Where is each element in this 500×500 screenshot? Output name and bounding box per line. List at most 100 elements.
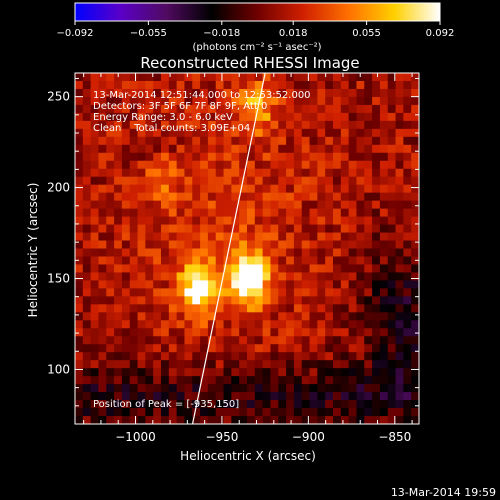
heatmap-cell: [161, 216, 170, 226]
heatmap-cell: [278, 176, 287, 186]
heatmap-cell: [215, 280, 225, 289]
heatmap-cell: [223, 416, 232, 424]
heatmap-cell: [387, 128, 397, 138]
heatmap-cell: [262, 272, 272, 282]
heatmap-cell: [403, 320, 412, 329]
heatmap-cell: [75, 216, 84, 226]
heatmap-cell: [340, 192, 350, 202]
heatmap-cell: [98, 376, 107, 385]
heatmap-cell: [309, 216, 318, 226]
heatmap-cell: [239, 216, 248, 226]
heatmap-cell: [129, 73, 139, 82]
heatmap-cell: [309, 288, 318, 297]
heatmap-cell: [278, 240, 287, 250]
heatmap-cell: [106, 304, 115, 313]
heatmap-cell: [82, 400, 92, 409]
heatmap-cell: [200, 368, 209, 377]
heatmap-cell: [325, 280, 334, 289]
heatmap-cell: [200, 73, 209, 82]
heatmap-cell: [254, 224, 264, 234]
heatmap-cell: [286, 296, 295, 305]
heatmap-cell: [90, 184, 100, 194]
heatmap-cell: [215, 392, 225, 401]
heatmap-cell: [309, 240, 318, 250]
heatmap-cell: [200, 176, 209, 186]
heatmap-cell: [161, 408, 170, 417]
heatmap-cell: [395, 224, 404, 234]
heatmap-cell: [207, 176, 217, 186]
heatmap-cell: [247, 168, 256, 178]
heatmap-cell: [364, 73, 373, 82]
heatmap-cell: [372, 352, 381, 361]
heatmap-cell: [114, 344, 123, 353]
heatmap-cell: [200, 104, 209, 114]
heatmap-cell: [200, 288, 209, 297]
y-tick-label: 250: [47, 90, 70, 104]
heatmap-cell: [121, 208, 131, 218]
heatmap-cell: [223, 176, 232, 186]
heatmap-cell: [309, 224, 318, 234]
heatmap-cell: [340, 112, 350, 122]
heatmap-cell: [325, 160, 334, 170]
heatmap-cell: [309, 200, 318, 210]
heatmap-cell: [239, 200, 248, 210]
heatmap-cell: [153, 256, 162, 266]
heatmap-cell: [254, 304, 264, 313]
heatmap-cell: [161, 384, 170, 393]
heatmap-cell: [387, 144, 397, 154]
heatmap-cell: [239, 272, 248, 282]
heatmap-cell: [153, 272, 162, 282]
heatmap-cell: [215, 256, 225, 266]
heatmap-cell: [184, 376, 193, 385]
heatmap-cell: [121, 368, 131, 377]
heatmap-cell: [411, 392, 419, 401]
heatmap-cell: [270, 392, 279, 401]
heatmap-cell: [286, 408, 295, 417]
heatmap-cell: [387, 208, 397, 218]
heatmap-cell: [153, 80, 162, 90]
heatmap-cell: [239, 128, 248, 138]
heatmap-cell: [309, 120, 318, 130]
heatmap-cell: [106, 144, 115, 154]
heatmap-cell: [90, 152, 100, 162]
heatmap-cell: [301, 304, 311, 313]
heatmap-cell: [278, 376, 287, 385]
heatmap-cell: [348, 296, 358, 305]
heatmap-cell: [129, 400, 139, 409]
heatmap-cell: [184, 248, 193, 258]
heatmap-cell: [403, 304, 412, 313]
heatmap-cell: [340, 296, 350, 305]
heatmap-cell: [254, 240, 264, 250]
heatmap-cell: [348, 304, 358, 313]
heatmap-cell: [301, 408, 311, 417]
heatmap-cell: [223, 360, 232, 369]
heatmap-cell: [207, 96, 217, 106]
heatmap-cell: [161, 128, 170, 138]
heatmap-cell: [411, 336, 419, 345]
heatmap-cell: [372, 360, 381, 369]
heatmap-cell: [372, 176, 381, 186]
heatmap-cell: [161, 344, 170, 353]
heatmap-cell: [75, 88, 84, 98]
heatmap-cell: [364, 248, 373, 258]
heatmap-cell: [129, 88, 139, 98]
heatmap-cell: [333, 73, 342, 82]
heatmap-cell: [387, 296, 397, 305]
heatmap-cell: [106, 184, 115, 194]
heatmap-cell: [161, 368, 170, 377]
heatmap-cell: [145, 376, 154, 385]
heatmap-cell: [153, 392, 162, 401]
heatmap-cell: [395, 104, 404, 114]
heatmap-cell: [223, 344, 232, 353]
heatmap-cell: [231, 73, 240, 82]
heatmap-cell: [301, 360, 311, 369]
heatmap-cell: [82, 168, 92, 178]
heatmap-cell: [286, 328, 295, 337]
heatmap-cell: [387, 168, 397, 178]
heatmap-cell: [121, 344, 131, 353]
heatmap-cell: [82, 152, 92, 162]
heatmap-cell: [364, 104, 373, 114]
heatmap-cell: [145, 368, 154, 377]
heatmap-cell: [82, 304, 92, 313]
heatmap-cell: [106, 152, 115, 162]
